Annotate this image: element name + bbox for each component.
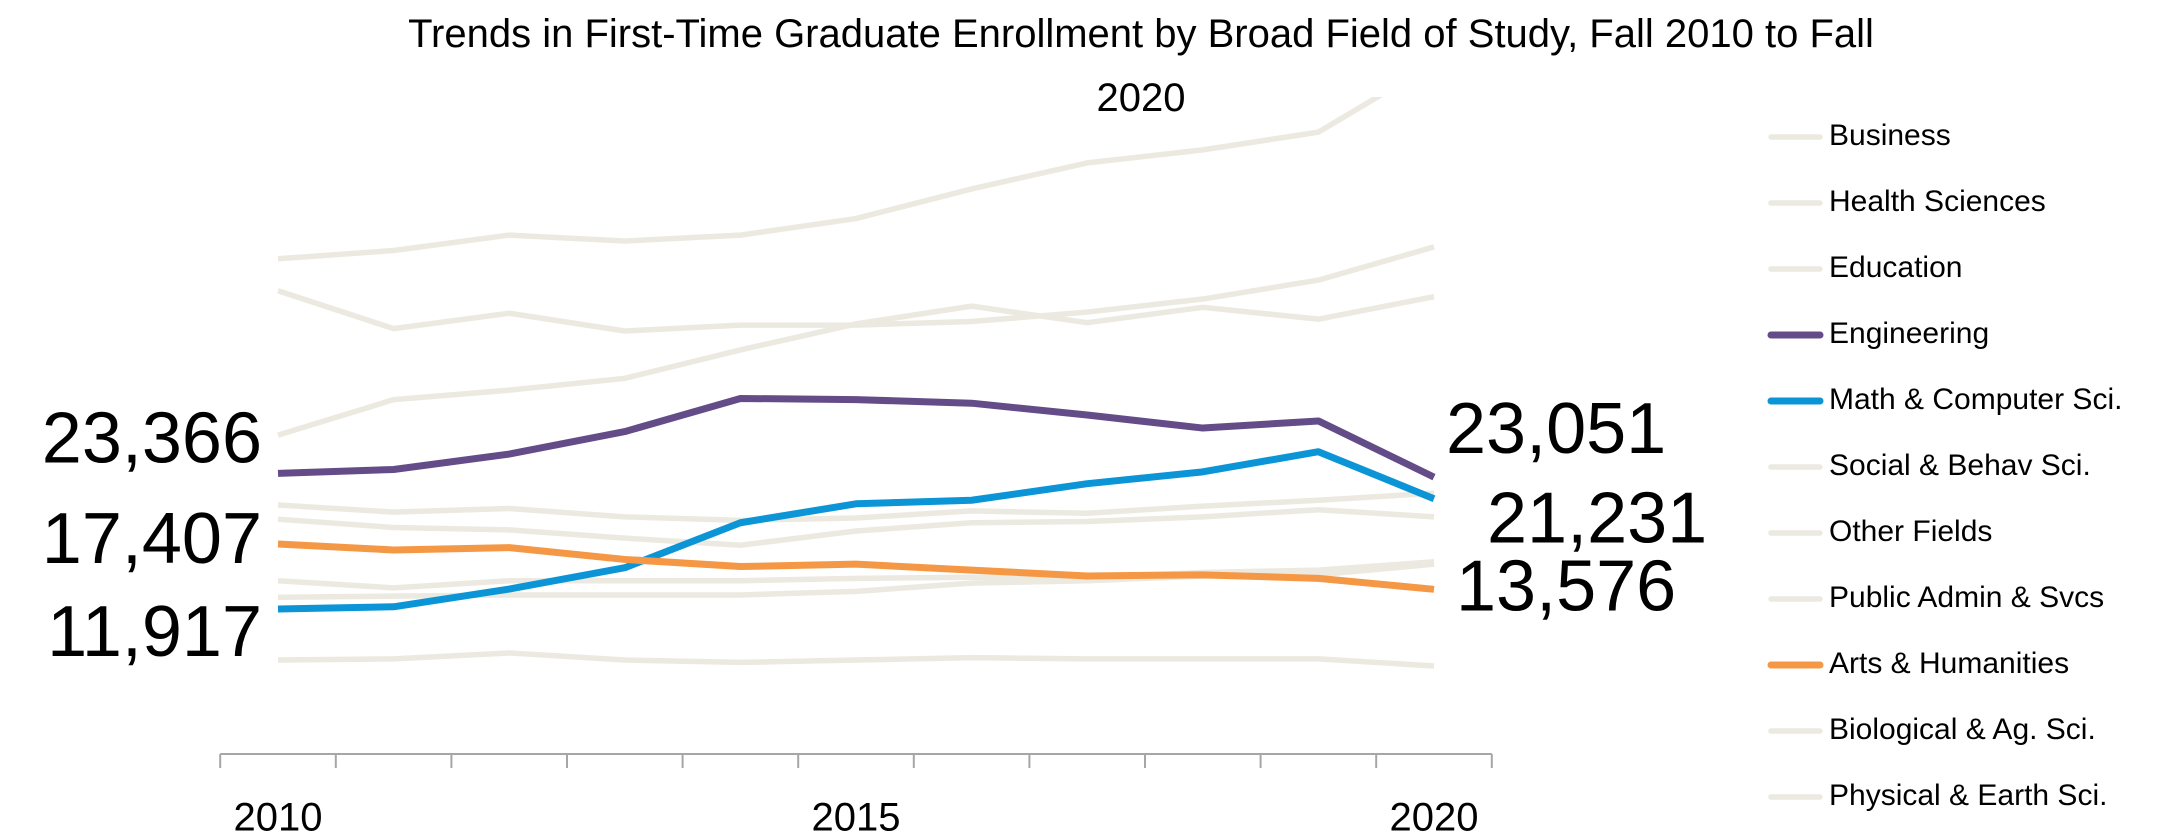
line-series bbox=[277, 490, 1435, 524]
data-label: 17,407 bbox=[42, 499, 262, 579]
data-label: 23,366 bbox=[42, 398, 262, 478]
legend-label: Math & Computer Sci. bbox=[1829, 383, 2122, 416]
legend-label: Engineering bbox=[1829, 317, 1989, 350]
line-series bbox=[277, 394, 1436, 481]
chart-title: Trends in First-Time Graduate Enrollment… bbox=[408, 12, 1874, 120]
legend-label: Other Fields bbox=[1829, 515, 1992, 548]
line-series bbox=[277, 244, 1435, 334]
legend-label: Biological & Ag. Sci. bbox=[1829, 713, 2096, 746]
legend-label: Education bbox=[1829, 251, 1962, 284]
legend-label: Physical & Earth Sci. bbox=[1829, 779, 2107, 812]
x-tick-label: 2015 bbox=[812, 796, 901, 839]
data-label: 23,051 bbox=[1446, 389, 1666, 469]
data-label: 11,917 bbox=[47, 592, 262, 672]
line-series bbox=[277, 97, 1383, 262]
x-tick-label: 2010 bbox=[234, 796, 323, 839]
legend-label: Arts & Humanities bbox=[1829, 647, 2069, 680]
data-label: 21,231 bbox=[1487, 479, 1707, 559]
legend-label: Health Sciences bbox=[1829, 185, 2046, 218]
x-tick-label: 2020 bbox=[1390, 796, 1479, 839]
legend-label: Social & Behav Sci. bbox=[1829, 449, 2091, 482]
legend-label: Business bbox=[1829, 119, 1951, 152]
data-label: 13,576 bbox=[1456, 546, 1676, 626]
legend-label: Public Admin & Svcs bbox=[1829, 581, 2104, 614]
line-series bbox=[277, 506, 1435, 548]
plot-area bbox=[277, 97, 1436, 669]
line-series bbox=[277, 448, 1436, 613]
line-series bbox=[277, 650, 1435, 669]
line-series bbox=[277, 293, 1435, 438]
line-series bbox=[277, 559, 1435, 591]
line-series bbox=[277, 540, 1435, 593]
